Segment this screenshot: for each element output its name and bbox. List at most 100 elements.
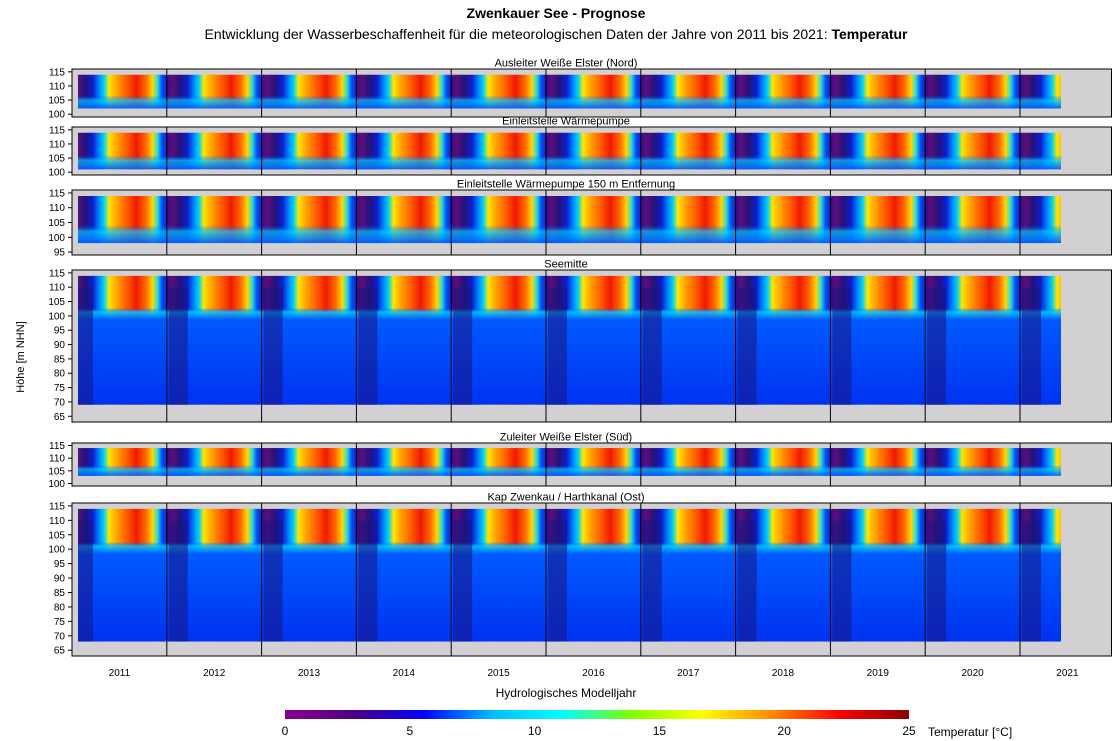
panel-heatmap bbox=[78, 508, 1061, 642]
heatmap-depth-layer bbox=[830, 448, 926, 476]
y-tick-label: 95 bbox=[54, 248, 66, 259]
y-tick-label: 115 bbox=[49, 188, 65, 199]
x-tick-label: 2013 bbox=[298, 668, 321, 679]
y-tick-label: 110 bbox=[49, 454, 65, 465]
y-tick-label: 100 bbox=[48, 311, 65, 322]
heatmap-depth-layer bbox=[451, 74, 546, 109]
y-tick-label: 115 bbox=[49, 125, 65, 136]
heatmap-depth-layer bbox=[925, 74, 1020, 109]
x-tick-label: 2016 bbox=[582, 668, 605, 679]
heatmap-depth-layer bbox=[451, 195, 546, 244]
y-tick-label: 115 bbox=[49, 441, 65, 452]
heatmap-winter-band bbox=[927, 287, 947, 405]
heatmap-depth-layer bbox=[356, 74, 452, 109]
heatmap-depth-layer bbox=[78, 132, 167, 170]
y-tick-label: 100 bbox=[48, 110, 65, 121]
heatmap-depth-layer bbox=[830, 132, 926, 170]
colorbar-gradient bbox=[285, 710, 909, 719]
heatmap-winter-band bbox=[548, 287, 567, 405]
heatmap-depth-layer bbox=[735, 74, 831, 109]
panel-title: Seemitte bbox=[544, 259, 587, 271]
heatmap-depth-layer bbox=[546, 74, 641, 109]
y-tick-label: 75 bbox=[54, 617, 66, 628]
y-tick-label: 65 bbox=[54, 646, 66, 657]
heatmap-depth-layer bbox=[261, 74, 357, 109]
colorbar-tick-label: 0 bbox=[282, 724, 289, 738]
heatmap-winter-band bbox=[737, 287, 757, 405]
y-tick-label: 105 bbox=[48, 530, 65, 541]
heatmap-winter-band bbox=[78, 520, 93, 642]
heatmap-depth-layer bbox=[356, 132, 452, 170]
heatmap-depth-layer bbox=[356, 195, 452, 244]
heatmap-depth-layer bbox=[735, 132, 831, 170]
heatmap-winter-band bbox=[263, 520, 283, 642]
heatmap-depth-layer bbox=[1020, 74, 1061, 109]
heatmap-depth-layer bbox=[640, 132, 736, 170]
y-tick-label: 105 bbox=[48, 154, 65, 165]
y-tick-label: 105 bbox=[48, 96, 65, 107]
panel: 65 70 75 80 85 90 95 100 105 110 115 Kap Zwenkau / … bbox=[48, 492, 1112, 657]
heatmap-depth-layer bbox=[546, 195, 641, 244]
panel-heatmap bbox=[78, 195, 1061, 244]
subtitle-text: Entwicklung der Wasserbeschaffenheit für… bbox=[204, 26, 828, 42]
y-tick-label: 90 bbox=[54, 340, 66, 351]
x-axis-label: Hydrologisches Modelljahr bbox=[496, 686, 637, 700]
y-tick-label: 70 bbox=[54, 397, 66, 408]
y-tick-label: 105 bbox=[48, 218, 65, 229]
heatmap-winter-band bbox=[1022, 520, 1041, 642]
heatmap-depth-layer bbox=[735, 448, 831, 476]
y-tick-label: 115 bbox=[49, 268, 65, 279]
x-tick-label: 2020 bbox=[961, 668, 984, 679]
y-tick-label: 95 bbox=[54, 326, 66, 337]
heatmap-depth-layer bbox=[166, 74, 262, 109]
panel-heatmap bbox=[78, 275, 1061, 405]
y-tick-label: 100 bbox=[48, 233, 65, 244]
colorbar-tick-label: 5 bbox=[406, 724, 413, 738]
y-axis-label: Höhe [m NHN] bbox=[15, 321, 27, 393]
x-tick-label: 2019 bbox=[867, 668, 890, 679]
heatmap-winter-band bbox=[832, 520, 852, 642]
heatmap-depth-layer bbox=[261, 195, 357, 244]
panel: 65 70 75 80 85 90 95 100 105 110 115 Seemitte bbox=[48, 259, 1112, 423]
heatmap-depth-layer bbox=[1020, 448, 1061, 476]
y-tick-label: 65 bbox=[54, 412, 66, 423]
heatmap-winter-band bbox=[927, 520, 947, 642]
y-tick-label: 80 bbox=[54, 602, 66, 613]
y-tick-label: 75 bbox=[54, 383, 66, 394]
panel-heatmap bbox=[78, 132, 1061, 170]
panel-title: Kap Zwenkau / Harthkanal (Ost) bbox=[487, 492, 644, 504]
x-tick-label: 2012 bbox=[203, 668, 226, 679]
heatmap-depth-layer bbox=[640, 74, 736, 109]
heatmap-depth-layer bbox=[261, 132, 357, 170]
heatmap-depth-layer bbox=[166, 448, 262, 476]
y-tick-label: 110 bbox=[49, 203, 65, 214]
chart-title: Zwenkauer See - Prognose bbox=[466, 5, 646, 21]
colorbar-tick-label: 20 bbox=[778, 724, 792, 738]
y-tick-label: 90 bbox=[54, 574, 66, 585]
heatmap-depth-layer bbox=[640, 195, 736, 244]
panel: 100 105 110 115 Ausleiter Weiße Elster (Nord… bbox=[48, 58, 1112, 121]
heatmap-winter-band bbox=[1022, 287, 1041, 405]
y-tick-label: 110 bbox=[49, 81, 65, 92]
panel-heatmap bbox=[78, 74, 1061, 109]
heatmap-depth-layer bbox=[735, 195, 831, 244]
panel: 100 105 110 115 Einleitstelle Wärmepumpe bbox=[48, 116, 1112, 179]
panel-title: Einleitstelle Wärmepumpe 150 m Entfernun… bbox=[457, 179, 675, 191]
panel: 95 100 105 110 115 Einleitstelle Wärmepumpe 1… bbox=[48, 179, 1112, 259]
chart-subtitle: Entwicklung der Wasserbeschaffenheit für… bbox=[0, 26, 1112, 42]
y-tick-label: 115 bbox=[49, 501, 65, 512]
x-tick-label: 2015 bbox=[487, 668, 510, 679]
y-tick-label: 115 bbox=[49, 67, 65, 78]
heatmap-depth-layer bbox=[925, 132, 1020, 170]
heatmap-depth-layer bbox=[451, 448, 546, 476]
heatmap-depth-layer bbox=[166, 132, 262, 170]
heatmap-winter-band bbox=[453, 520, 473, 642]
heatmap-depth-layer bbox=[1020, 132, 1061, 170]
colorbar-tick-label: 25 bbox=[902, 724, 916, 738]
y-tick-label: 110 bbox=[49, 283, 65, 294]
heatmap-depth-layer bbox=[546, 448, 641, 476]
panel-title: Zuleiter Weiße Elster (Süd) bbox=[500, 432, 632, 444]
x-tick-label: 2017 bbox=[677, 668, 700, 679]
heatmap-depth-layer bbox=[925, 448, 1020, 476]
